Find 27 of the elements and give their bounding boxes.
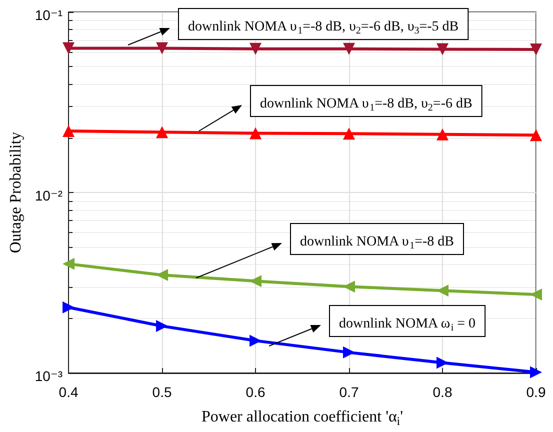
y-axis-title: Outage Probability	[8, 132, 24, 254]
x-tick-label: 0.8	[432, 384, 452, 400]
point	[156, 320, 168, 332]
x-tick-label: 0.5	[152, 384, 172, 400]
point	[62, 301, 75, 314]
point	[343, 42, 356, 55]
y-tick-label: 10⁻²	[34, 188, 63, 204]
point	[436, 128, 449, 140]
point	[530, 43, 542, 56]
x-tick-label: 0.6	[246, 384, 266, 400]
x-tick-label: 0.7	[339, 384, 359, 400]
point	[62, 258, 75, 270]
y-tick-label: 10⁻³	[34, 368, 63, 384]
point	[156, 42, 168, 54]
point	[62, 42, 75, 54]
point	[62, 125, 75, 138]
point	[156, 126, 168, 138]
point	[343, 128, 356, 140]
y-tick-label: 10⁻¹	[34, 7, 63, 23]
x-tick-label: 0.9	[526, 384, 546, 400]
x-tick-label: 0.4	[58, 384, 78, 400]
point	[530, 366, 542, 378]
point	[250, 275, 262, 288]
point	[250, 127, 262, 140]
point	[436, 43, 449, 56]
point	[530, 129, 542, 142]
point	[250, 42, 262, 55]
